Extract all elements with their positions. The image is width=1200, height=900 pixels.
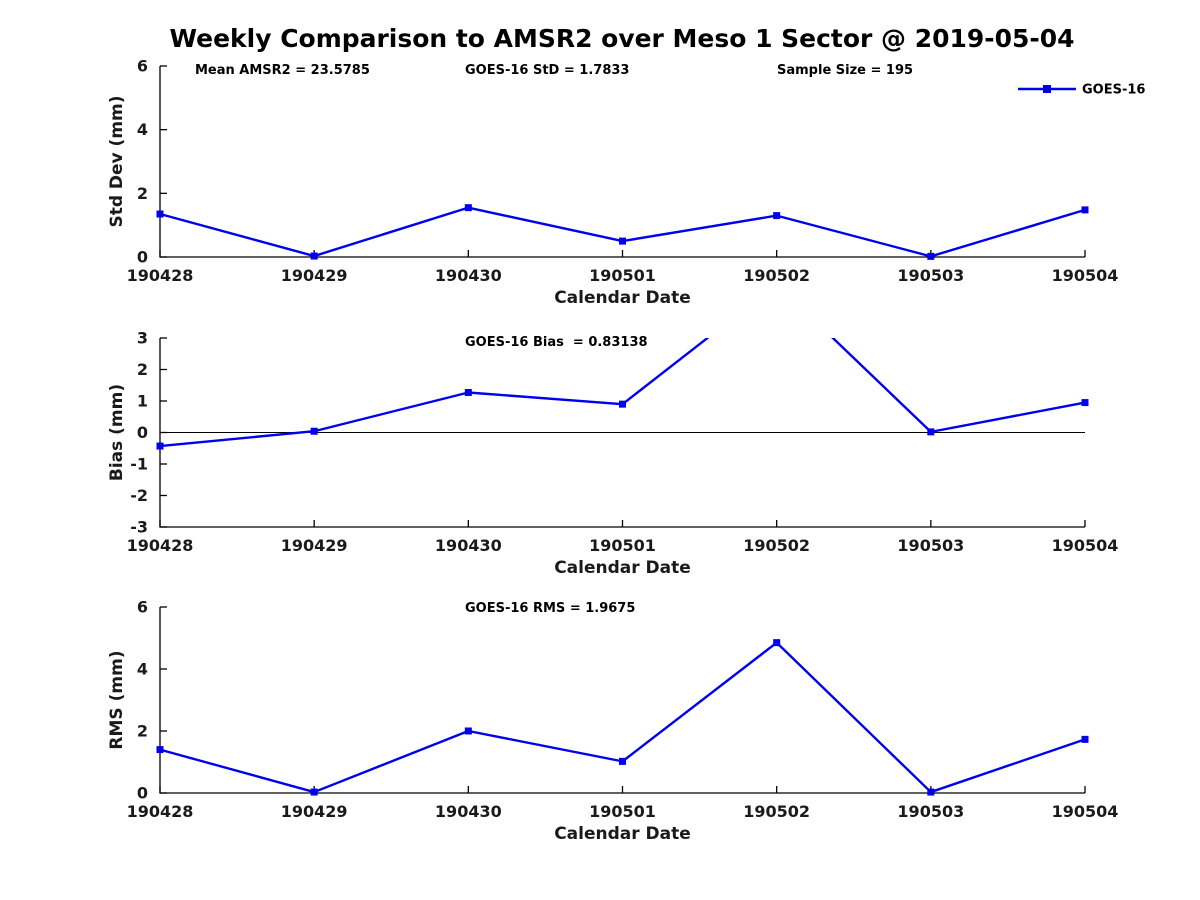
x-tick-label: 190429 xyxy=(281,802,348,821)
y-tick-label: 2 xyxy=(137,722,148,741)
data-marker xyxy=(927,428,935,436)
series-goes-16 xyxy=(156,338,1089,450)
data-marker xyxy=(464,388,472,396)
x-tick-label: 190504 xyxy=(1052,536,1119,555)
y-tick-label: -1 xyxy=(130,455,148,474)
x-tick-label: 190428 xyxy=(127,266,194,285)
data-marker xyxy=(310,788,318,796)
y-tick-label: 2 xyxy=(137,360,148,379)
x-tick-label: 190502 xyxy=(743,536,810,555)
legend-label: GOES-16 xyxy=(1082,83,1145,98)
x-tick-label: 190502 xyxy=(743,266,810,285)
x-tick-label: 190501 xyxy=(589,802,656,821)
y-tick-label: 1 xyxy=(137,392,148,411)
data-marker xyxy=(773,212,781,220)
y-tick-label: 0 xyxy=(137,423,148,442)
x-axis-title: Calendar Date xyxy=(554,824,691,844)
data-marker xyxy=(619,757,626,765)
data-marker xyxy=(156,746,164,754)
x-tick-label: 190430 xyxy=(435,266,502,285)
subplots-container: 0 2 4 6 190428 190429 190430 190501 190502 190503… xyxy=(107,57,1145,845)
stat-annotation: GOES-16 Bias = 0.83138 xyxy=(465,335,648,350)
series-goes-16 xyxy=(156,204,1089,260)
x-tick-label: 190501 xyxy=(589,536,656,555)
figure-title: Weekly Comparison to AMSR2 over Meso 1 S… xyxy=(170,24,1075,53)
x-tick-label: 190428 xyxy=(127,802,194,821)
data-marker xyxy=(619,237,626,245)
stat-annotation: GOES-16 RMS = 1.9675 xyxy=(465,601,635,616)
subplot-rms: 0 2 4 6 190428 190429 190430 190501 190502 190503… xyxy=(107,598,1118,845)
y-tick-label: 4 xyxy=(137,120,148,139)
y-tick-label: -3 xyxy=(130,518,148,537)
y-tick-label: 0 xyxy=(137,248,148,267)
x-tick-label: 190503 xyxy=(897,266,964,285)
y-tick-label: 0 xyxy=(137,784,148,803)
data-marker xyxy=(1081,735,1089,743)
data-marker xyxy=(310,252,318,260)
stat-annotation: Sample Size = 195 xyxy=(777,63,913,78)
y-axis-title: Bias (mm) xyxy=(107,384,127,481)
x-tick-label: 190430 xyxy=(435,802,502,821)
x-tick-label: 190503 xyxy=(897,536,964,555)
x-tick-label: 190504 xyxy=(1052,266,1119,285)
x-tick-label: 190502 xyxy=(743,802,810,821)
legend-marker-sample xyxy=(1043,85,1051,93)
x-tick-label: 190428 xyxy=(127,536,194,555)
subplot-std-dev: 0 2 4 6 190428 190429 190430 190501 190502 190503… xyxy=(107,57,1145,309)
y-axis-title: Std Dev (mm) xyxy=(107,95,127,227)
data-marker xyxy=(464,727,472,735)
data-marker xyxy=(156,442,164,450)
x-axis-title: Calendar Date xyxy=(554,558,691,578)
data-marker xyxy=(1081,399,1089,407)
subplot-bias: -3 -2 -1 0 1 2 3 190428 190429 190430 190501 190502… xyxy=(107,329,1119,579)
data-marker xyxy=(464,204,472,212)
x-tick-label: 190504 xyxy=(1052,802,1119,821)
x-axis-title: Calendar Date xyxy=(554,288,691,308)
y-tick-label: 6 xyxy=(137,57,148,76)
y-axis-title: RMS (mm) xyxy=(107,650,127,749)
series-goes-16 xyxy=(156,639,1089,796)
x-tick-label: 190501 xyxy=(589,266,656,285)
data-marker xyxy=(773,639,781,647)
data-marker xyxy=(927,252,935,260)
data-marker xyxy=(927,788,935,796)
data-marker xyxy=(156,210,164,218)
stat-annotation: Mean AMSR2 = 23.5785 xyxy=(195,63,370,78)
data-marker xyxy=(619,400,626,408)
y-tick-label: 6 xyxy=(137,598,148,617)
y-tick-label: -2 xyxy=(130,486,148,505)
y-tick-label: 3 xyxy=(137,329,148,348)
stat-annotation: GOES-16 StD = 1.7833 xyxy=(465,63,629,78)
x-tick-label: 190429 xyxy=(281,266,348,285)
y-tick-label: 4 xyxy=(137,660,148,679)
x-tick-label: 190503 xyxy=(897,802,964,821)
y-tick-label: 2 xyxy=(137,184,148,203)
x-tick-label: 190430 xyxy=(435,536,502,555)
data-marker xyxy=(1081,206,1089,214)
x-tick-label: 190429 xyxy=(281,536,348,555)
data-marker xyxy=(310,427,318,435)
legend: GOES-16 xyxy=(1018,83,1145,98)
